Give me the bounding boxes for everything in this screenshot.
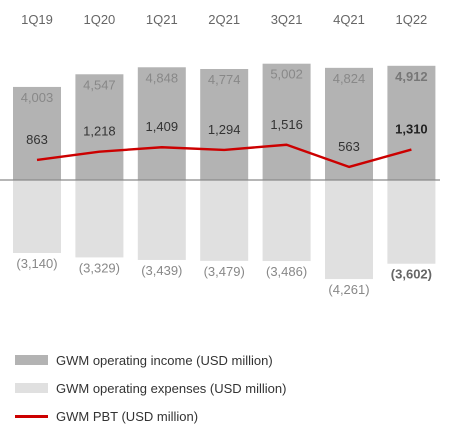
income-bar-2Q21 (200, 69, 249, 180)
expense-bar-3Q21 (262, 180, 311, 262)
expense-bar-1Q20 (75, 180, 124, 258)
income-value-1Q19: 4,003 (21, 90, 54, 105)
income-bar-1Q19 (13, 86, 61, 180)
legend-label-pbt: GWM PBT (USD million) (56, 408, 199, 424)
category-label-1Q22: 1Q22 (395, 12, 427, 27)
category-label-1Q21: 1Q21 (146, 12, 178, 27)
category-label-4Q21: 4Q21 (333, 12, 365, 27)
pbt-value-4Q21: 563 (338, 139, 360, 154)
chart: 1Q19 4,003 863 (3,140) 1Q20 4,547 1,218 (3,329)… (0, 12, 440, 297)
income-value-1Q20: 4,547 (83, 77, 116, 92)
category-label-1Q20: 1Q20 (83, 12, 115, 27)
income-bar-1Q21 (137, 67, 186, 180)
pbt-value-1Q21: 1,409 (146, 119, 179, 134)
income-value-1Q21: 4,848 (146, 70, 179, 85)
income-value-4Q21: 4,824 (333, 71, 366, 86)
expense-bar-1Q19 (13, 180, 61, 254)
pbt-value-1Q22: 1,310 (395, 122, 428, 137)
category-label-1Q19: 1Q19 (21, 12, 53, 27)
legend-item-pbt: GWM PBT (USD million) (15, 402, 435, 430)
expense-value-1Q22: (3,602) (391, 267, 432, 282)
pbt-value-3Q21: 1,516 (270, 117, 303, 132)
legend-label-expenses: GWM operating expenses (USD million) (56, 380, 287, 396)
category-label-2Q21: 2Q21 (208, 12, 240, 27)
legend-swatch-expenses (15, 383, 48, 393)
pbt-value-1Q19: 863 (26, 132, 48, 147)
pbt-value-1Q20: 1,218 (83, 124, 116, 139)
legend-item-income: GWM operating income (USD million) (15, 346, 435, 374)
income-value-2Q21: 4,774 (208, 72, 241, 87)
expense-value-1Q21: (3,439) (141, 263, 182, 278)
income-bar-3Q21 (262, 63, 311, 180)
pbt-value-2Q21: 1,294 (208, 122, 241, 137)
income-bar-1Q20 (75, 74, 124, 180)
expense-value-1Q19: (3,140) (16, 256, 57, 271)
legend-label-income: GWM operating income (USD million) (56, 352, 273, 368)
expense-bar-1Q22 (387, 180, 436, 264)
expense-bar-2Q21 (200, 180, 249, 261)
income-bar-1Q22 (387, 65, 436, 180)
expense-value-4Q21: (4,261) (328, 282, 369, 297)
expense-value-2Q21: (3,479) (204, 264, 245, 279)
income-value-1Q22: 4,912 (395, 69, 428, 84)
legend-item-expenses: GWM operating expenses (USD million) (15, 374, 435, 402)
expense-bar-1Q21 (137, 180, 186, 260)
legend-swatch-pbt (15, 414, 48, 418)
legend: GWM operating income (USD million) GWM o… (15, 346, 435, 430)
expense-value-1Q20: (3,329) (79, 260, 120, 275)
category-label-3Q21: 3Q21 (271, 12, 303, 27)
expense-bar-4Q21 (325, 180, 373, 280)
pbt-line (36, 143, 412, 169)
legend-swatch-income (15, 355, 48, 365)
income-value-3Q21: 5,002 (270, 67, 303, 82)
expense-value-3Q21: (3,486) (266, 264, 307, 279)
